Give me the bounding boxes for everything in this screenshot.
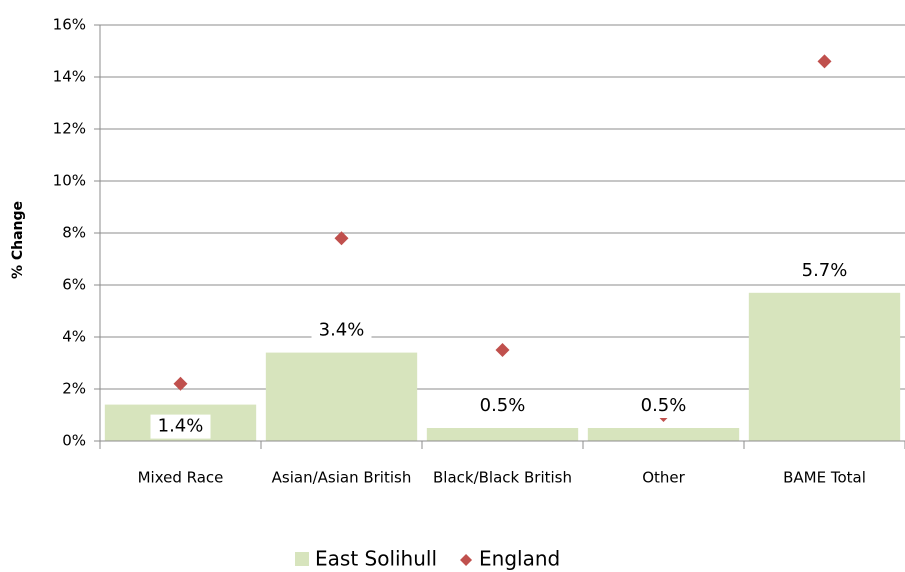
marker: [495, 343, 510, 357]
y-tick-label: 2%: [62, 380, 86, 398]
y-tick-label: 0%: [62, 432, 86, 450]
y-tick-label: 14%: [53, 68, 86, 86]
data-label-bg: [472, 394, 533, 418]
x-tick-label: Black/Black British: [433, 469, 572, 487]
bar: [748, 292, 901, 441]
y-tick-label: 4%: [62, 328, 86, 346]
legend-swatch: [295, 552, 309, 566]
y-axis-title: % Change: [10, 201, 26, 279]
data-label: 3.4%: [319, 320, 365, 341]
y-tick-label: 12%: [53, 120, 86, 138]
y-tick-label: 10%: [53, 172, 86, 190]
bar: [426, 428, 579, 441]
x-tick-label: BAME Total: [783, 469, 866, 487]
x-tick-label: Asian/Asian British: [272, 469, 412, 487]
x-tick-label: Other: [642, 469, 685, 487]
data-label: 5.7%: [802, 260, 848, 281]
bar: [587, 428, 740, 441]
legend-marker: [460, 554, 473, 566]
data-label: 0.5%: [641, 395, 687, 416]
x-tick-label: Mixed Race: [138, 469, 224, 487]
marker: [334, 231, 349, 246]
data-label: 0.5%: [480, 395, 526, 416]
y-tick-label: 8%: [62, 224, 86, 242]
legend-label: East Solihull: [315, 547, 437, 571]
y-tick-label: 16%: [53, 16, 86, 34]
marker: [817, 54, 832, 69]
data-label-bg: [311, 318, 372, 343]
y-tick-label: 6%: [62, 276, 86, 294]
data-label-bg: [794, 258, 855, 283]
marker: [173, 376, 188, 391]
data-label-bg: [633, 394, 694, 418]
legend-label: England: [479, 547, 560, 571]
bar: [265, 352, 418, 441]
data-label: 1.4%: [158, 416, 204, 437]
data-label-bg: [150, 414, 211, 439]
